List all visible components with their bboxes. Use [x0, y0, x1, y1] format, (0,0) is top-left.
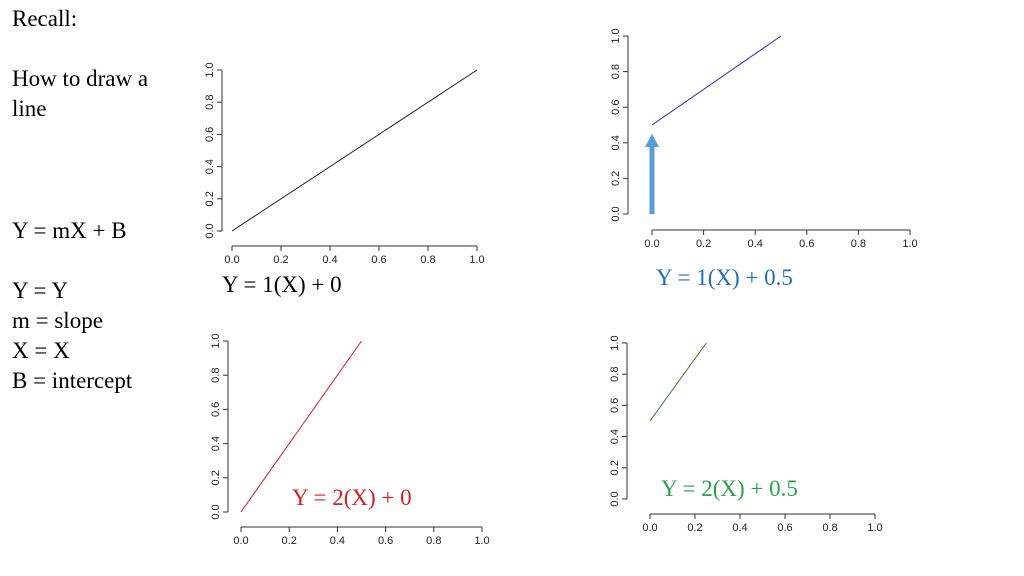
- y-tick-label: 1.0: [609, 335, 621, 350]
- series-line: [651, 35, 782, 126]
- x-tick-label: 0.4: [322, 254, 337, 266]
- x-tick-label: 0.8: [851, 238, 866, 250]
- y-tick-label: 0.0: [204, 223, 216, 238]
- x-tick-label: 0.2: [687, 522, 702, 534]
- plot-3: 0.0 0.2 0.4 0.6 0.8 1.0 0.0 0.2 0.4 0.6 0.8 1.0: [210, 333, 490, 547]
- x-tick-label: 0.6: [371, 254, 386, 266]
- y-tick-label: 0.2: [610, 171, 622, 186]
- intercept-arrow-head: [645, 133, 659, 147]
- series-line: [231, 69, 478, 232]
- y-tick-label: 0.6: [210, 402, 222, 417]
- y-tick-label: 0.2: [210, 470, 222, 485]
- x-tick-label: 1.0: [902, 238, 917, 250]
- x-tick-label: 0.8: [420, 254, 435, 266]
- y-tick-label: 0.6: [204, 127, 216, 142]
- x-tick-label: 0.2: [696, 238, 711, 250]
- definition-x: X = X: [12, 338, 70, 363]
- y-tick-label: 0.2: [204, 191, 216, 206]
- y-tick-label: 0.8: [210, 368, 222, 383]
- series-line: [240, 340, 362, 513]
- y-tick-label: 0.8: [610, 64, 622, 79]
- x-tick-label: 0.8: [822, 522, 837, 534]
- y-tick-label: 0.2: [609, 460, 621, 475]
- x-tick-label: 1.0: [867, 522, 882, 534]
- x-tick-label: 0.2: [273, 254, 288, 266]
- notes-panel: Recall: How to draw a line Y = mX + B Y …: [12, 4, 182, 396]
- subtitle-line-2: line: [12, 96, 47, 121]
- equation-plot-2: Y = 1(X) + 0.5: [656, 265, 793, 290]
- x-tick-label: 1.0: [469, 254, 484, 266]
- x-tick-label: 0.0: [642, 522, 657, 534]
- x-tick-label: 0.8: [426, 535, 441, 547]
- x-tick-label: 0.0: [233, 535, 248, 547]
- equation-plot-3: Y = 2(X) + 0: [292, 485, 412, 510]
- plot-2: 0.0 0.2 0.4 0.6 0.8 1.0 0.0 0.2 0.4 0.6 0.8 1.0: [610, 28, 918, 250]
- definition-y: Y = Y: [12, 278, 68, 303]
- y-tick-label: 0.4: [210, 436, 222, 451]
- y-tick-label: 0.0: [210, 504, 222, 519]
- y-tick-label: 0.6: [610, 100, 622, 115]
- recall-heading: Recall:: [12, 6, 78, 31]
- plot-1: 0.0 0.2 0.4 0.6 0.8 1.0 0.0 0.2 0.4 0.6 0.8 1.0: [204, 62, 485, 266]
- x-tick-label: 0.6: [799, 238, 814, 250]
- y-tick-label: 1.0: [610, 28, 622, 43]
- y-tick-label: 1.0: [204, 62, 216, 77]
- equation-plot-4: Y = 2(X) + 0.5: [661, 476, 798, 501]
- y-tick-label: 0.4: [204, 159, 216, 174]
- definition-b: B = intercept: [12, 368, 133, 393]
- y-tick-label: 1.0: [210, 333, 222, 348]
- x-tick-label: 0.4: [748, 238, 763, 250]
- equation-plot-1: Y = 1(X) + 0: [222, 272, 342, 297]
- y-tick-label: 0.0: [609, 491, 621, 506]
- x-tick-label: 0.4: [732, 522, 747, 534]
- y-tick-label: 0.8: [204, 95, 216, 110]
- x-tick-label: 0.0: [224, 254, 239, 266]
- x-tick-label: 1.0: [474, 535, 489, 547]
- y-tick-label: 0.6: [609, 398, 621, 413]
- line-formula: Y = mX + B: [12, 218, 127, 243]
- x-tick-label: 0.0: [644, 238, 659, 250]
- x-tick-label: 0.6: [777, 522, 792, 534]
- y-tick-label: 0.4: [609, 429, 621, 444]
- subtitle-line-1: How to draw a: [12, 66, 149, 91]
- y-tick-label: 0.0: [610, 206, 622, 221]
- x-tick-label: 0.6: [378, 535, 393, 547]
- x-tick-label: 0.2: [282, 535, 297, 547]
- x-tick-label: 0.4: [330, 535, 345, 547]
- y-tick-label: 0.4: [610, 135, 622, 150]
- y-tick-label: 0.8: [609, 367, 621, 382]
- plot-4: 0.0 0.2 0.4 0.6 0.8 1.0 0.0 0.2 0.4 0.6 0.8 1.0: [609, 335, 883, 534]
- series-line: [649, 342, 707, 422]
- definition-m: m = slope: [12, 308, 103, 333]
